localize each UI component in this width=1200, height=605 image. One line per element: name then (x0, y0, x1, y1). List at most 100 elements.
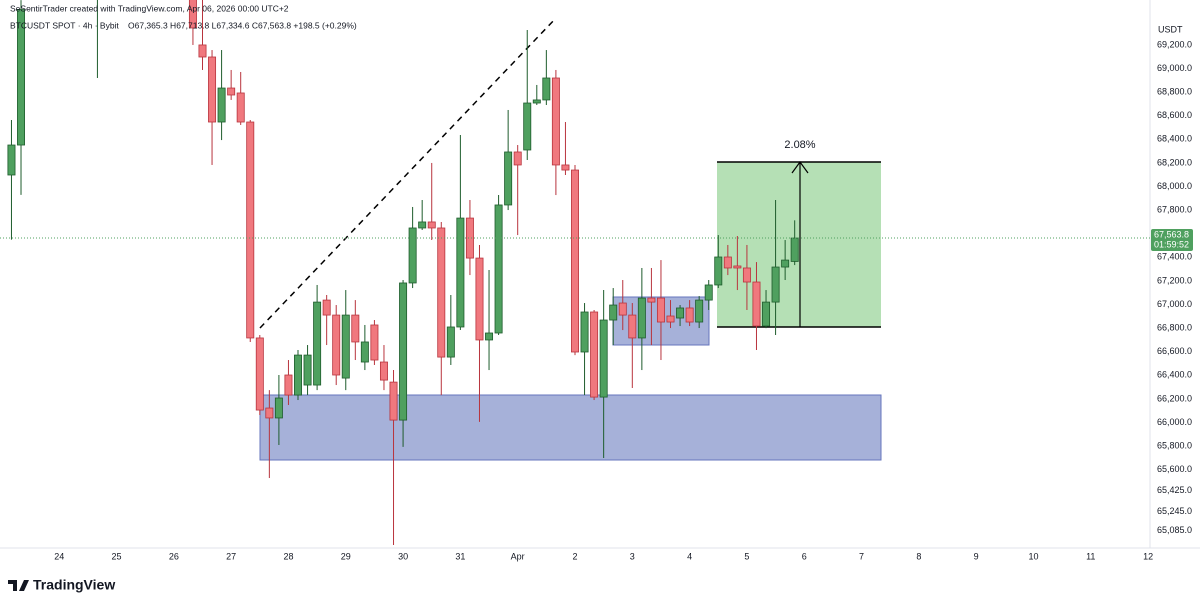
y-tick-label: 68,800.0 (1157, 87, 1192, 97)
candle-body (666, 315, 675, 323)
candle-body (504, 151, 513, 206)
candle-body (685, 307, 694, 323)
candle-body (341, 314, 350, 379)
y-tick-label: 68,400.0 (1157, 134, 1192, 144)
x-tick-label: 29 (341, 551, 351, 561)
x-tick-label: 28 (283, 551, 293, 561)
candle-body (523, 102, 532, 151)
x-tick-label: 12 (1143, 551, 1153, 561)
candle-body (532, 99, 541, 104)
measure-label: 2.08% (784, 139, 815, 151)
logo: TradingView (8, 577, 115, 593)
y-tick-label: 65,800.0 (1157, 441, 1192, 451)
ohlc: O67,365.3 H67,713.8 L67,334.6 C67,563.8 … (128, 20, 357, 30)
candle-body (580, 311, 589, 353)
y-tick-label: 68,600.0 (1157, 110, 1192, 120)
candle-body (513, 151, 522, 166)
candle-body (313, 301, 322, 386)
candle-body (437, 227, 446, 358)
candle-body (188, 0, 197, 29)
x-tick-label: 10 (1028, 551, 1038, 561)
symbol: BTCUSDT SPOT · 4h · Bybit (10, 20, 119, 30)
candle-body (475, 257, 484, 341)
candle-body (752, 281, 761, 327)
x-tick-label: Apr (511, 551, 525, 561)
x-tick-label: 26 (169, 551, 179, 561)
candle-body (723, 256, 732, 269)
y-tick-label: 69,200.0 (1157, 39, 1192, 49)
candle-body (255, 337, 264, 411)
candle-body (236, 92, 245, 123)
trend-line (259, 17, 557, 329)
candle-body (676, 307, 685, 319)
candle-body (494, 204, 503, 334)
x-tick-label: 9 (974, 551, 979, 561)
candle-body (284, 374, 293, 396)
x-tick-label: 25 (112, 551, 122, 561)
y-tick-label: 66,000.0 (1157, 417, 1192, 427)
x-tick-label: 7 (859, 551, 864, 561)
x-tick-label: 5 (744, 551, 749, 561)
y-tick-label: 66,400.0 (1157, 370, 1192, 380)
candle-body (599, 319, 608, 398)
candle-body (590, 311, 599, 398)
y-tick-label: 65,600.0 (1157, 464, 1192, 474)
credit: SeSentirTrader created with TradingView.… (10, 3, 289, 13)
candle-body (704, 284, 713, 301)
price-tag-value: 67,563.8 (1154, 229, 1189, 239)
candle-body (781, 259, 790, 268)
x-tick-label: 4 (687, 551, 692, 561)
y-tick-label: 65,245.0 (1157, 506, 1192, 516)
candle-body (360, 341, 369, 363)
candle-body (609, 304, 618, 321)
y-tick-label: 68,000.0 (1157, 181, 1192, 191)
candle-body (322, 299, 331, 316)
candle-body (294, 354, 302, 396)
candle-body (351, 314, 360, 343)
target-box (717, 162, 881, 327)
price-tag (1151, 229, 1193, 252)
arrow-head (791, 160, 809, 174)
candle-body (733, 265, 742, 269)
candle-body (7, 144, 16, 176)
y-tick-label: 65,085.0 (1157, 525, 1192, 535)
candle-body (274, 397, 283, 419)
candle-body (618, 302, 627, 316)
x-tick-label: 11 (1086, 551, 1095, 561)
candle-body (446, 326, 455, 358)
x-tick-label: 31 (455, 551, 465, 561)
candle-body (485, 332, 494, 341)
y-tick-label: 65,425.0 (1157, 485, 1192, 495)
candle-body (742, 267, 751, 283)
x-tick-label: 24 (54, 551, 64, 561)
candle-body (208, 56, 217, 123)
y-tick-label: 67,400.0 (1157, 252, 1192, 262)
candle-body (217, 87, 226, 123)
candle-body (418, 221, 427, 229)
price-tag-countdown: 01:59:52 (1154, 239, 1189, 249)
x-tick-label: 3 (630, 551, 635, 561)
candle-body (456, 217, 465, 328)
candle-body (399, 282, 408, 421)
y-tick-label: 67,000.0 (1157, 299, 1192, 309)
y-tick-label: 66,600.0 (1157, 346, 1192, 356)
y-tick-label: 68,200.0 (1157, 157, 1192, 167)
candle-body (551, 77, 560, 166)
candle-body (17, 9, 25, 146)
candle-body (227, 87, 236, 96)
logo-mark (8, 580, 29, 591)
x-tick-label: 30 (398, 551, 408, 561)
brand: TradingView (33, 577, 115, 593)
candle-body (332, 314, 341, 376)
x-tick-label: 6 (802, 551, 807, 561)
y-tick-label: 66,200.0 (1157, 393, 1192, 403)
candle-body (542, 77, 551, 101)
x-tick-label: 8 (916, 551, 921, 561)
candle-body (389, 381, 398, 421)
x-tick-label: 2 (572, 551, 577, 561)
candle-body (790, 237, 799, 262)
y-tick-label: 66,800.0 (1157, 323, 1192, 333)
candle-body (246, 121, 255, 339)
